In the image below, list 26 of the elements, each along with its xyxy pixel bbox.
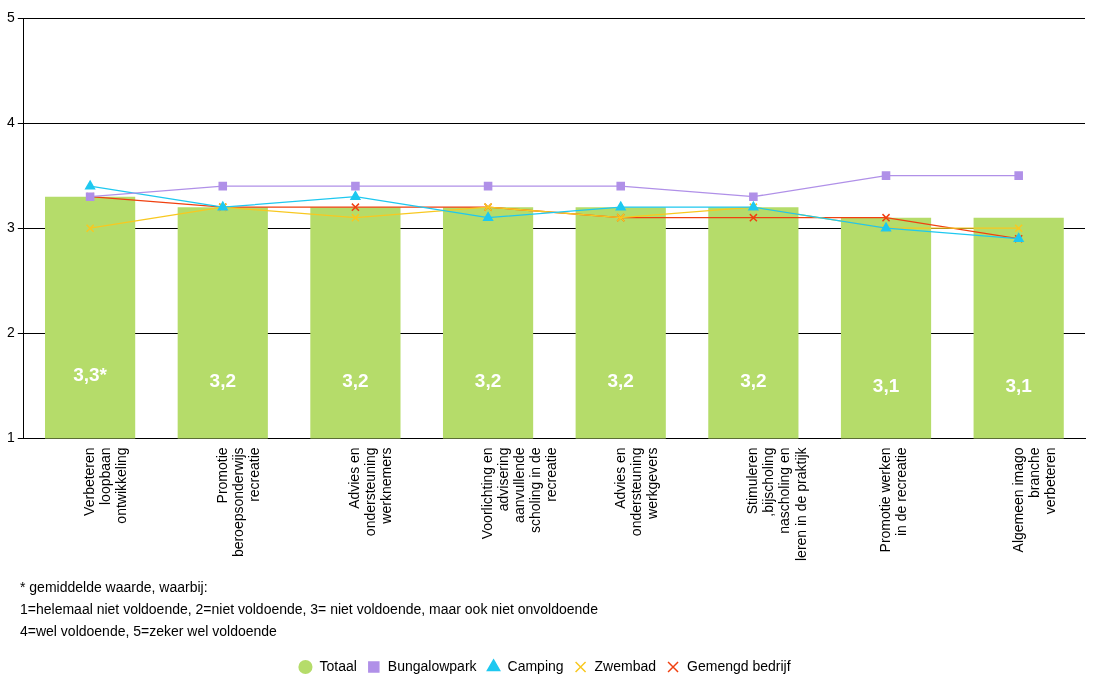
y-tick-label: 5	[6, 8, 15, 25]
x-tick-label: Promotie beroepsonderwijs recreatie	[213, 447, 262, 558]
legend-label: Camping	[507, 657, 564, 674]
data-label: 3,2	[740, 369, 767, 391]
data-label: 3,2	[607, 369, 634, 391]
x-tick-label: Algemeen imago branche verbeteren	[1009, 447, 1058, 553]
data-label: 3,2	[474, 369, 502, 391]
x-tick-label: Advies en ondersteuning werknemers	[346, 447, 395, 537]
data-label: 3,1	[872, 374, 900, 396]
data-label: 3,2	[342, 369, 369, 391]
y-tick-label: 3	[6, 219, 15, 236]
y-tick-label: 2	[6, 324, 15, 341]
data-label: 3,1	[1005, 374, 1033, 396]
data-label: 3,2	[209, 369, 236, 391]
legend-label: Zwembad	[594, 657, 657, 674]
text: * gemiddelde waarde, waarbij:	[20, 578, 208, 595]
text: 1=helemaal niet voldoende, 2=niet voldoende, 3= niet voldoende, maar ook niet onvoldoende	[20, 600, 599, 617]
y-tick-label: 4	[6, 113, 15, 130]
y-tick-label: 1	[6, 429, 15, 446]
x-tick-label: Verbeteren loopbaan ontwikkeling	[80, 447, 130, 524]
legend-label: Bungalowpark	[387, 657, 478, 674]
legend-label: Gemengd bedrijf	[687, 657, 791, 674]
legend-label: Totaal	[319, 657, 357, 674]
x-tick-label: Voorlichting en advisering aanvullende scholing in de recreatie	[478, 447, 560, 540]
data-label: 3,3*	[73, 364, 108, 386]
text: 4=wel voldoende, 5=zeker wel voldoende	[20, 622, 278, 639]
